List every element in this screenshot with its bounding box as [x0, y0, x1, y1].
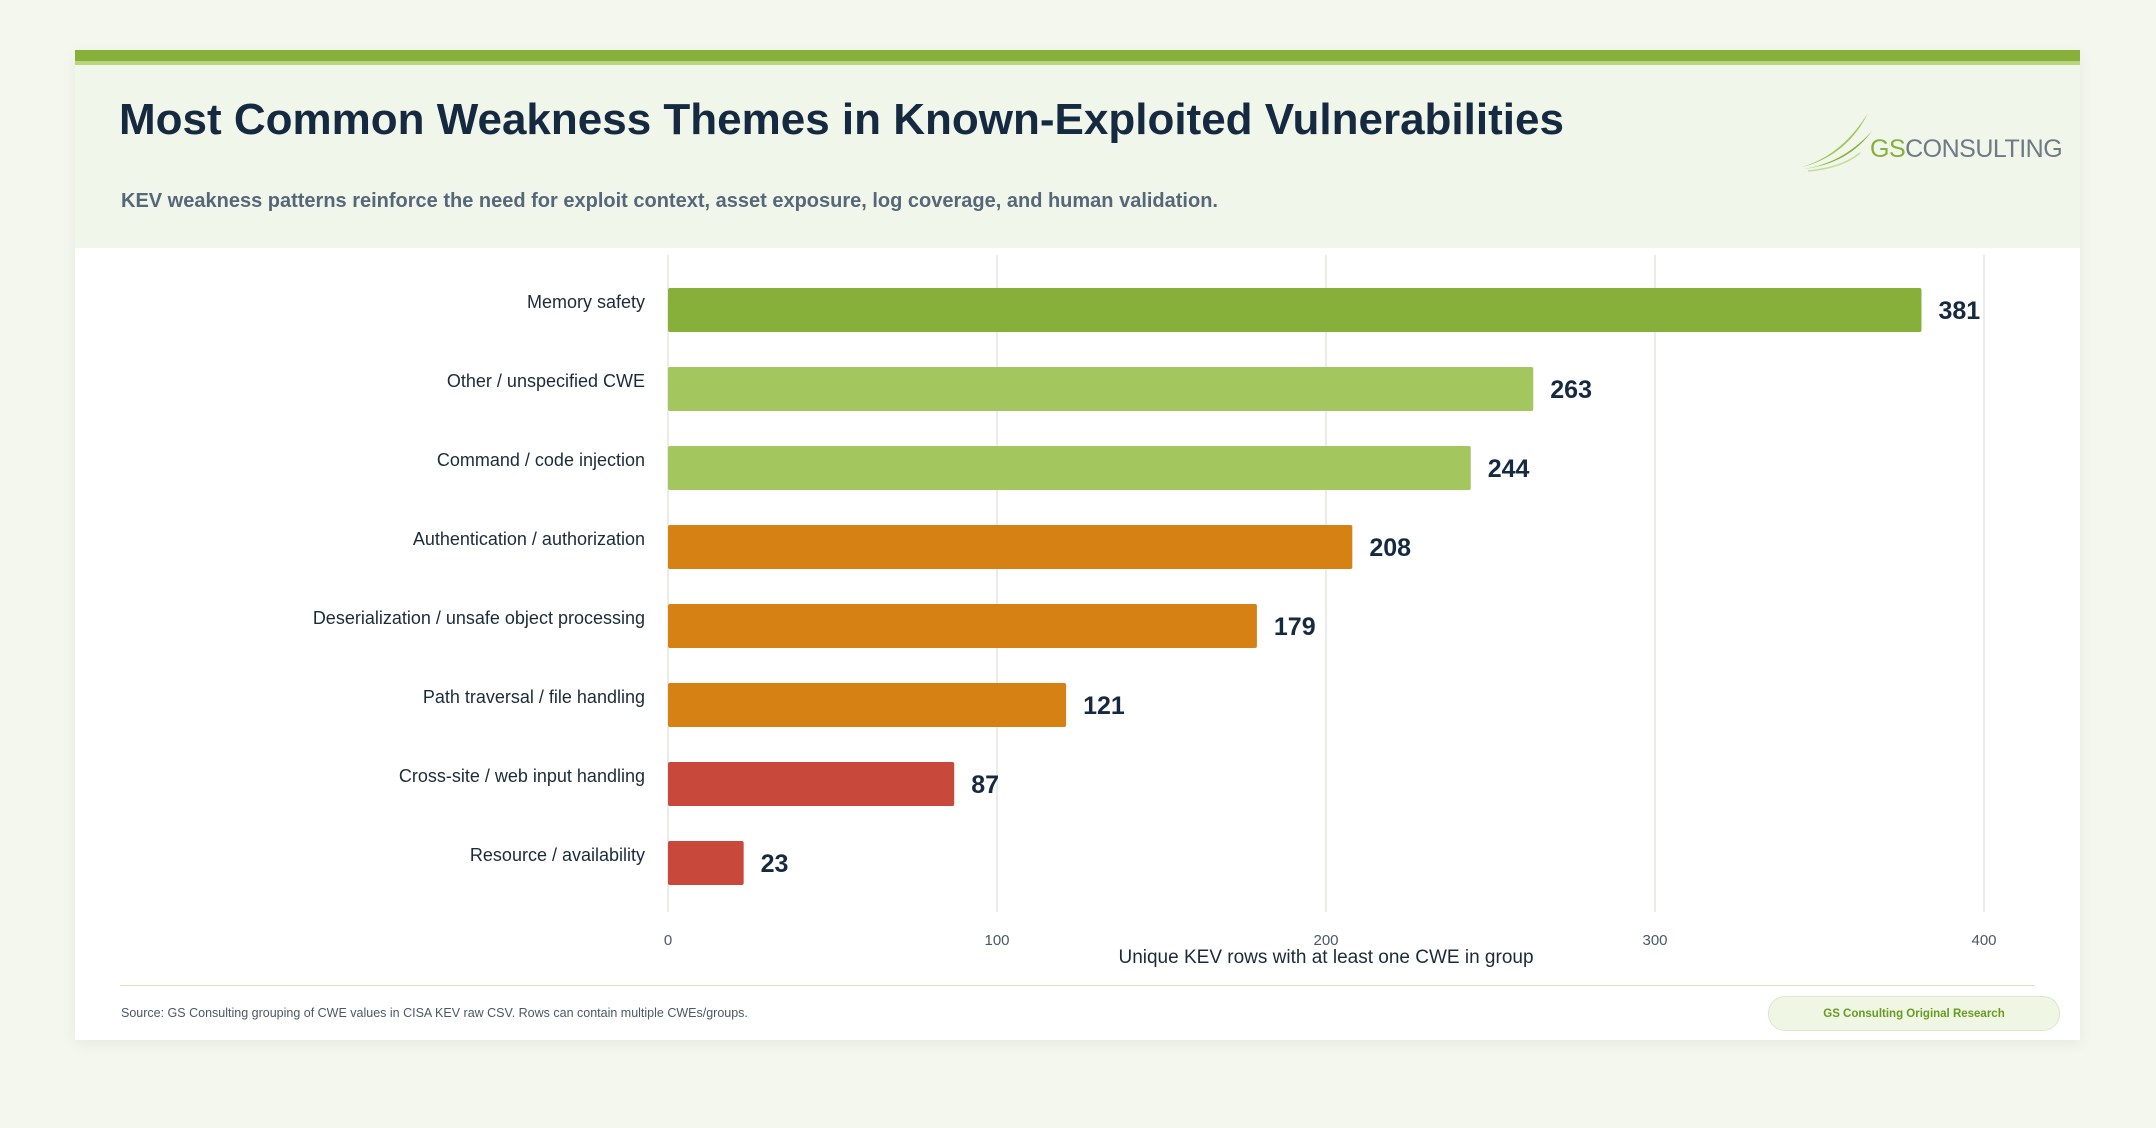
value-label: 381: [1938, 297, 1980, 325]
bar: [668, 841, 744, 885]
header-band: Most Common Weakness Themes in Known-Exp…: [75, 65, 2080, 248]
bar-chart: 0 100 200 300 400 Unique KEV rows with at lea…: [664, 255, 1997, 968]
accent-bar: [75, 50, 2080, 61]
swoosh-logo-icon: [1802, 113, 1872, 172]
source-note: Source: GS Consulting grouping of CWE va…: [121, 1006, 748, 1020]
category-label: Deserialization / unsafe object processi…: [312, 608, 645, 628]
bar: [668, 446, 1471, 490]
chart-card: Most Common Weakness Themes in Known-Exp…: [75, 50, 2080, 1040]
research-badge: GS Consulting Original Research: [1768, 996, 2060, 1031]
category-label: Other / unspecified CWE: [446, 371, 645, 391]
bar: [668, 367, 1534, 411]
brand-wordmark: GSCONSULTING: [1870, 135, 2063, 164]
category-label: Memory safety: [526, 292, 645, 312]
category-label: Command / code injection: [436, 450, 645, 470]
footer-divider: [120, 985, 2035, 986]
brand-logo: GSCONSULTING: [1800, 105, 2063, 175]
category-label: Resource / availability: [469, 845, 645, 865]
bar: [668, 683, 1067, 727]
brand-suffix: CONSULTING: [1905, 135, 2063, 163]
bar: [668, 604, 1257, 648]
value-label: 121: [1083, 692, 1125, 720]
x-axis-title: Unique KEV rows with at least one CWE in…: [1118, 947, 1533, 968]
value-label: 23: [761, 850, 789, 878]
bar: [668, 288, 1922, 332]
brand-prefix: GS: [1870, 135, 1906, 163]
x-tick-label: 200: [1313, 932, 1338, 949]
value-label: 208: [1369, 534, 1411, 562]
value-label: 179: [1274, 613, 1316, 641]
category-label: Cross-site / web input handling: [398, 766, 645, 786]
page-title: Most Common Weakness Themes in Known-Exp…: [119, 95, 1564, 144]
category-label: Authentication / authorization: [412, 529, 645, 549]
bar: [668, 762, 955, 806]
category-label: Path traversal / file handling: [422, 687, 645, 707]
page-subtitle: KEV weakness patterns reinforce the need…: [121, 190, 1218, 212]
value-label: 244: [1488, 455, 1530, 483]
value-label: 87: [971, 771, 999, 799]
x-tick-label: 0: [664, 932, 672, 949]
accent-bar-light: [75, 61, 2080, 65]
x-tick-label: 300: [1642, 932, 1667, 949]
x-tick-label: 100: [984, 932, 1009, 949]
x-tick-label: 400: [1971, 932, 1996, 949]
value-label: 263: [1550, 376, 1592, 404]
bar: [668, 525, 1353, 569]
